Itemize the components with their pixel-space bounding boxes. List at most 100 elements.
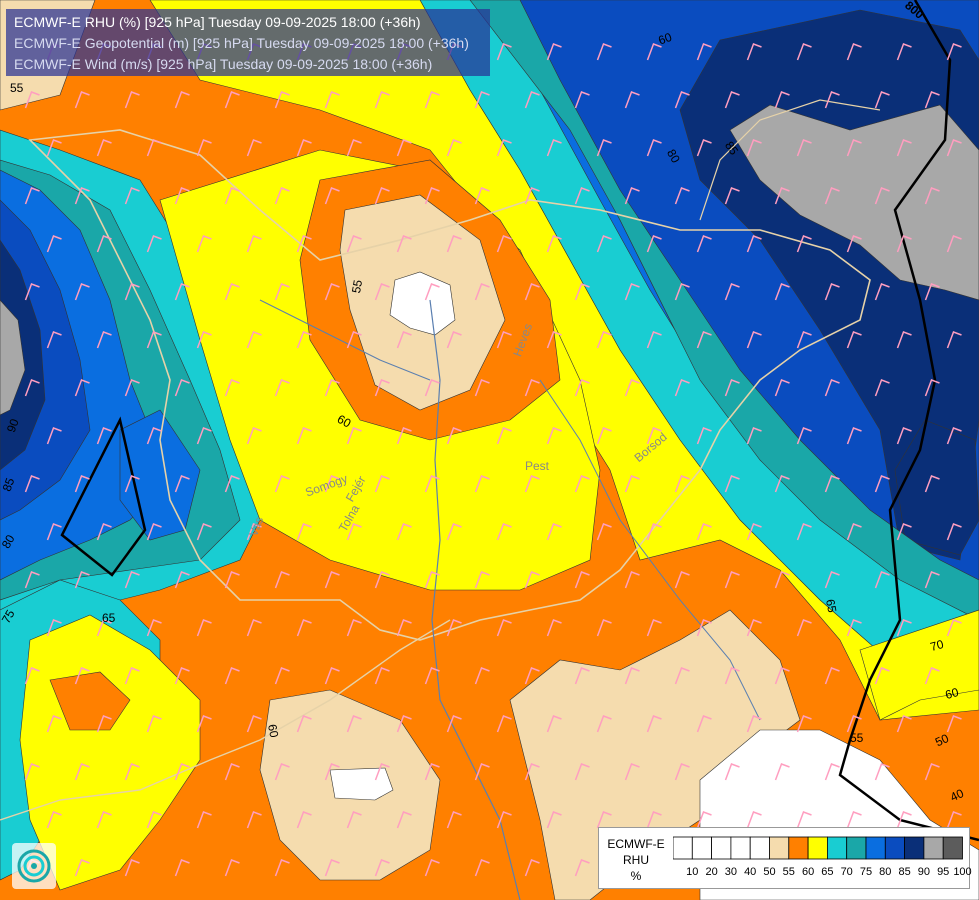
wind-barb-icon	[774, 763, 790, 781]
wind-barb-icon	[824, 91, 840, 109]
wind-barb-icon	[46, 523, 62, 541]
legend-tick-label: 90	[917, 866, 931, 878]
contour-label: 60	[944, 685, 961, 702]
wind-barb-icon	[774, 667, 790, 685]
wind-barb-icon	[324, 283, 340, 301]
wind-barb-icon	[824, 379, 840, 397]
wind-barb-icon	[874, 475, 890, 493]
wind-barb-icon	[324, 859, 340, 877]
wind-barb-icon	[446, 235, 462, 253]
wind-barb-icon	[474, 763, 490, 781]
wind-barb-icon	[524, 379, 540, 397]
wind-barb-icon	[646, 43, 662, 61]
wind-barb-icon	[596, 43, 612, 61]
wind-barb-icon	[696, 715, 712, 733]
wind-barb-icon	[496, 139, 512, 157]
wind-barb-icon	[346, 715, 362, 733]
wind-barb-icon	[574, 187, 590, 205]
wind-barb-icon	[846, 235, 862, 253]
legend-swatch	[691, 836, 712, 860]
legend-tick-label: 60	[801, 866, 815, 878]
wind-barb-icon	[646, 715, 662, 733]
wind-barb-icon	[74, 187, 90, 205]
wind-barb-icon	[196, 715, 212, 733]
wind-barb-icon	[74, 859, 90, 877]
wind-barb-icon	[196, 811, 212, 829]
wind-barb-icon	[924, 187, 940, 205]
wind-barb-icon	[46, 331, 62, 349]
legend-swatch	[730, 836, 751, 860]
wind-barb-icon	[696, 811, 712, 829]
wind-barb-icon	[546, 139, 562, 157]
wind-barb-icon	[696, 331, 712, 349]
wind-barb-icon	[224, 283, 240, 301]
wind-barb-icon	[296, 523, 312, 541]
wind-barb-icon	[724, 667, 740, 685]
legend-tick-label: 75	[859, 866, 873, 878]
wind-barb-icon	[696, 139, 712, 157]
wind-barb-icon	[496, 331, 512, 349]
wind-barb-icon	[146, 235, 162, 253]
wind-barb-icon	[96, 427, 112, 445]
wind-barb-icon	[524, 283, 540, 301]
wind-barb-icon	[624, 571, 640, 589]
wind-barb-icon	[796, 331, 812, 349]
wind-barb-icon	[574, 475, 590, 493]
wind-barb-icon	[24, 283, 40, 301]
wind-barb-icon	[574, 283, 590, 301]
wind-barb-icon	[274, 859, 290, 877]
wind-barb-icon	[874, 91, 890, 109]
wind-barb-icon	[224, 187, 240, 205]
wind-barb-icon	[224, 571, 240, 589]
wind-barb-icon	[474, 475, 490, 493]
wind-barb-icon	[874, 667, 890, 685]
wind-barb-icon	[824, 187, 840, 205]
title-line-rhu: ECMWF-E RHU (%) [925 hPa] Tuesday 09-09-…	[14, 14, 421, 30]
wind-barb-icon	[246, 331, 262, 349]
wind-barb-icon	[346, 523, 362, 541]
wind-barb-icon	[696, 427, 712, 445]
wind-barb-icon	[74, 763, 90, 781]
wind-barb-icon	[396, 331, 412, 349]
wind-barb-icon	[846, 331, 862, 349]
contour-label: 40	[948, 786, 966, 804]
wind-barb-icon	[324, 667, 340, 685]
legend-field: RHU	[623, 853, 649, 867]
wind-barb-icon	[674, 667, 690, 685]
wind-barb-icon	[146, 811, 162, 829]
wind-barb-icon	[424, 667, 440, 685]
wind-barb-icon	[146, 619, 162, 637]
legend-swatch	[711, 836, 732, 860]
wind-barb-icon	[374, 571, 390, 589]
wind-barb-icon	[174, 283, 190, 301]
wind-barb-icon	[946, 139, 962, 157]
wind-barb-icon	[496, 619, 512, 637]
wind-barb-icon	[446, 811, 462, 829]
wind-barb-icon	[746, 619, 762, 637]
wind-barb-icon	[274, 763, 290, 781]
wind-barb-icon	[496, 811, 512, 829]
wind-barb-icon	[674, 91, 690, 109]
legend-swatch	[788, 836, 809, 860]
wind-barb-icon	[524, 667, 540, 685]
wind-barb-icon	[746, 43, 762, 61]
wind-barb-icon	[74, 283, 90, 301]
wind-barb-icon	[346, 331, 362, 349]
legend-tick-label: 100	[953, 866, 972, 878]
contour-label: 90	[4, 417, 22, 435]
wind-barb-icon	[96, 331, 112, 349]
contour-label: 55	[850, 731, 864, 745]
wind-barb-icon	[396, 619, 412, 637]
wind-barb-icon	[746, 331, 762, 349]
wind-barb-icon	[796, 523, 812, 541]
wind-barb-icon	[546, 235, 562, 253]
wind-barb-icon	[374, 475, 390, 493]
wind-barb-icon	[396, 427, 412, 445]
wind-barb-icon	[96, 523, 112, 541]
legend-unit: %	[630, 869, 642, 883]
wind-barb-icon	[374, 187, 390, 205]
wind-barb-icon	[796, 619, 812, 637]
wind-barb-icon	[446, 139, 462, 157]
wind-barb-icon	[446, 331, 462, 349]
wind-barb-icon	[924, 283, 940, 301]
